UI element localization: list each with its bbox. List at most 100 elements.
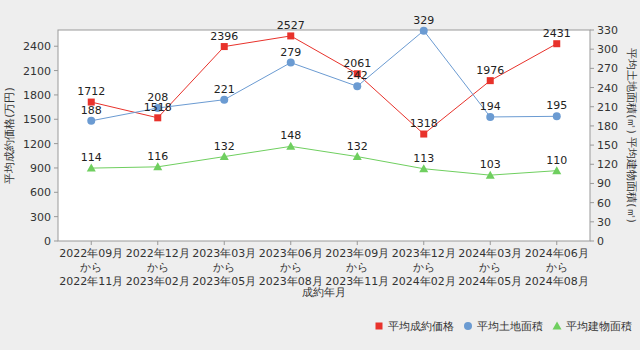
x-tick-label: 2023年09月から2023年11月 (325, 247, 389, 288)
x-tick (357, 241, 358, 245)
y-tick-label: 900 (30, 162, 51, 175)
x-tick-label: 2024年06月から2024年08月 (525, 247, 589, 288)
x-tick-label-line: 2023年06月 (259, 247, 323, 260)
x-tick-label-line: 2022年09月 (59, 247, 123, 260)
marker (87, 117, 95, 125)
y2-axis-title: 平均土地面積(㎡) 平均建物面積(㎡) (625, 48, 638, 223)
y-tick-label: 300 (30, 211, 51, 224)
y2-tick (590, 183, 594, 184)
x-tick-label-line: 2024年06月 (525, 247, 589, 260)
x-tick-label-line: 2022年12月 (126, 247, 190, 260)
data-labels: 1712151823962527206113181976243118820822… (77, 14, 571, 172)
x-tick-label-line: から (280, 261, 302, 274)
y2-tick-label: 210 (597, 101, 618, 114)
x-tick-label-line: から (346, 261, 368, 274)
x-tick (490, 241, 491, 245)
marker (220, 96, 228, 104)
y-tick-label: 2400 (23, 40, 51, 53)
y-tick (54, 143, 58, 144)
x-tick-label-line: から (213, 261, 235, 274)
data-label: 113 (413, 152, 434, 165)
y2-tick (590, 87, 594, 88)
y2-tick-label: 0 (597, 235, 604, 248)
y2-tick (590, 106, 594, 107)
x-tick-label-line: から (413, 261, 435, 274)
y-tick (54, 70, 58, 71)
marker (553, 40, 560, 47)
marker (353, 82, 361, 90)
x-tick-label-line: 2024年08月 (525, 275, 589, 288)
y2-tick-label: 90 (597, 177, 611, 190)
y-tick (54, 241, 58, 242)
marker (553, 112, 561, 120)
x-tick-label: 2022年09月から2022年11月 (59, 247, 123, 288)
x-tick-label-line: 2024年03月 (458, 247, 522, 260)
y-tick (54, 167, 58, 168)
y-tick-label: 0 (44, 235, 51, 248)
x-tick-label-line: から (546, 261, 568, 274)
y-tick (54, 216, 58, 217)
y2-tick (590, 221, 594, 222)
data-label: 114 (81, 151, 102, 164)
marker (376, 323, 383, 330)
x-tick-label: 2023年03月から2023年05月 (192, 247, 256, 288)
y2-tick (590, 68, 594, 69)
data-label: 188 (81, 104, 102, 117)
data-label: 132 (347, 140, 368, 153)
series-line (91, 146, 557, 175)
data-label: 1976 (476, 64, 504, 77)
x-tick (290, 241, 291, 245)
y2-tick-label: 120 (597, 158, 618, 171)
marker (420, 27, 428, 35)
y-tick-label: 1200 (23, 138, 51, 151)
marker (153, 162, 162, 170)
data-label: 110 (546, 154, 567, 167)
chart: 0300600900120015001800210024000306090120… (0, 0, 640, 350)
data-label: 194 (480, 100, 501, 113)
y-tick (54, 119, 58, 120)
y2-tick (590, 30, 594, 31)
x-tick (157, 241, 158, 245)
marker (286, 142, 295, 150)
plot-frame (58, 30, 590, 241)
y2-tick-label: 150 (597, 139, 618, 152)
x-tick-label-line: から (479, 261, 501, 274)
x-tick (224, 241, 225, 245)
data-label: 279 (280, 46, 301, 59)
marker (154, 114, 161, 121)
marker (487, 77, 494, 84)
x-tick-label-line: から (147, 261, 169, 274)
marks (87, 27, 562, 179)
y2-tick (590, 164, 594, 165)
series-line (91, 31, 557, 121)
series-line (91, 36, 557, 134)
data-label: 103 (480, 158, 501, 171)
y2-tick (590, 202, 594, 203)
data-label: 2061 (343, 57, 371, 70)
data-label: 2396 (210, 30, 238, 43)
y-tick (54, 192, 58, 193)
x-tick-label-line: 2023年02月 (126, 275, 190, 288)
plot-area (58, 30, 590, 241)
y-tick (54, 94, 58, 95)
marker (87, 164, 96, 172)
data-label: 2431 (543, 27, 571, 40)
x-tick-label-line: 2023年12月 (392, 247, 456, 260)
marker (220, 152, 229, 160)
y2-tick (590, 145, 594, 146)
x-tick-label-line: から (80, 261, 102, 274)
legend-label: 平均成約価格 (388, 320, 454, 333)
data-label: 208 (147, 91, 168, 104)
x-axis-title: 成約年月 (302, 286, 346, 299)
marker (552, 166, 561, 174)
y-axis-title: 平均成約価格(万円) (3, 87, 16, 184)
legend: 平均建物面積平均土地面積平均成約価格 (376, 320, 633, 333)
x-tick-label-line: 2024年05月 (458, 275, 522, 288)
y-tick-label: 1800 (23, 89, 51, 102)
legend-label: 平均土地面積 (477, 320, 543, 333)
y2-tick (590, 241, 594, 242)
data-label: 2527 (277, 19, 305, 32)
marker (287, 59, 295, 67)
y2-tick-label: 180 (597, 120, 618, 133)
x-tick-label-line: 2022年11月 (59, 275, 123, 288)
